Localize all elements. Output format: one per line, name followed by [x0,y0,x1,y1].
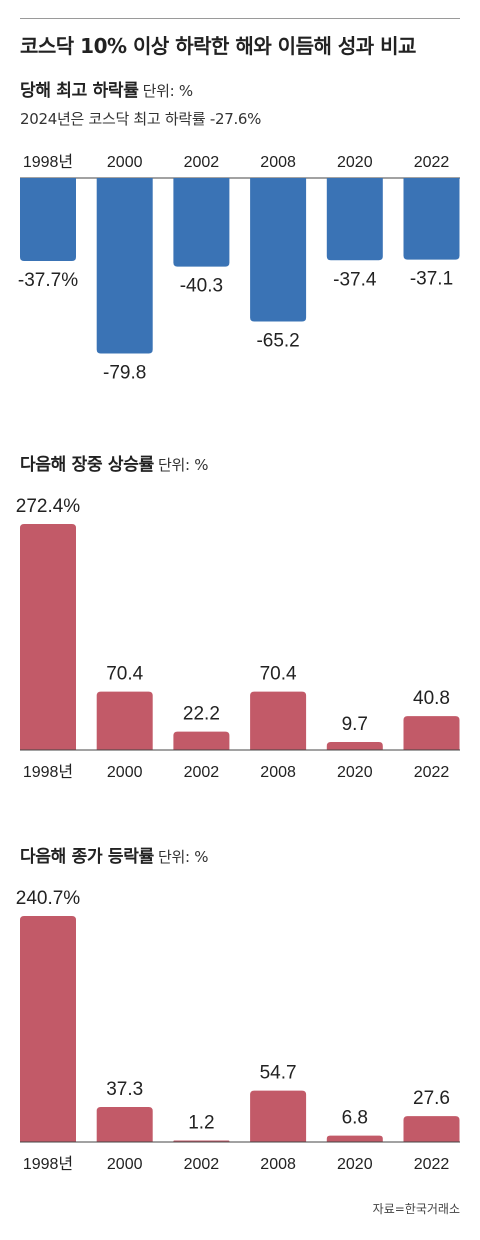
data-label: 22.2 [183,704,220,725]
section-unit-intraday: 단위: % [157,456,209,474]
data-label: -37.4 [333,269,377,290]
x-tick-label: 1998년 [23,153,73,171]
data-label: -65.2 [256,330,299,351]
section-title-decline-text: 당해 최고 하락률 [20,81,139,101]
section-unit-close: 단위: % [157,848,209,866]
bar-gain [20,524,76,750]
x-tick-label: 2002 [184,764,220,781]
top-rule [20,18,460,19]
bar-decline [403,178,460,260]
data-label: 70.4 [106,664,143,685]
x-tick-label: 2008 [260,1156,296,1173]
x-tick-label: 2000 [107,1156,143,1173]
bar-gain [20,916,76,1142]
bar-decline [250,178,307,322]
section-title-decline: 당해 최고 하락률 단위: % [20,76,193,101]
data-label: 6.8 [342,1108,368,1129]
x-tick-label: 2000 [107,764,143,781]
data-label: 54.7 [260,1063,297,1084]
bar-decline [326,178,383,261]
data-label: 70.4 [260,664,297,685]
x-tick-label: 2008 [260,154,296,171]
x-tick-label: 2002 [184,1156,220,1173]
bar-gain [173,731,230,750]
section-title-close-text: 다음해 종가 등락률 [20,847,154,867]
bar-gain [326,1135,383,1142]
data-label: 9.7 [342,714,368,735]
section-title-close: 다음해 종가 등락률 단위: % [20,842,208,867]
x-tick-label: 2000 [107,154,143,171]
bar-gain [96,691,153,750]
data-label: 1.2 [188,1113,214,1134]
bar-decline [173,178,230,267]
bar-decline [20,178,76,261]
x-tick-label: 1998년 [23,1155,73,1173]
x-tick-label: 2020 [337,154,373,171]
x-tick-label: 2022 [414,154,450,171]
section-unit-decline: 단위: % [142,82,193,100]
bar-gain [403,1116,460,1142]
bar-decline [96,178,153,354]
data-label: -40.3 [180,276,223,297]
bar-gain [250,691,307,750]
x-tick-label: 2020 [337,764,373,781]
x-tick-label: 2020 [337,1156,373,1173]
bar-gain [326,741,383,750]
source-note: 자료=한국거래소 [372,1202,460,1216]
x-tick-label: 2022 [414,764,450,781]
bar-gain [250,1090,307,1142]
bar-gain [96,1106,153,1142]
chart-intraday-gain: 272.4% 1998년 70.4 2000 22.2 2002 70.4 2008 9.7 20… [16,496,460,781]
data-label: -79.8 [103,363,146,384]
page-title: 코스닥 10% 이상 하락한 해와 이듬해 성과 비교 [20,34,416,58]
data-label: 27.6 [413,1088,450,1109]
x-tick-label: 2008 [260,764,296,781]
chart-close-change: 240.7% 1998년 37.3 2000 1.2 2002 54.7 2008 6.8 202… [16,888,460,1173]
chart-decline: 1998년 -37.7% 2000 -79.8 2002 -40.3 2008 -65.2 20… [18,153,460,384]
data-label: 37.3 [106,1079,143,1100]
bar-gain [403,716,460,750]
decline-note: 2024년은 코스닥 최고 하락률 -27.6% [20,110,262,128]
x-tick-label: 2002 [184,154,220,171]
data-label: 40.8 [413,688,450,709]
data-label: -37.1 [410,269,453,290]
data-label: -37.7% [18,270,78,291]
data-label: 272.4% [16,496,81,517]
section-title-intraday: 다음해 장중 상승률 단위: % [20,450,208,475]
data-label: 240.7% [16,888,81,909]
section-title-intraday-text: 다음해 장중 상승률 [20,455,154,475]
x-tick-label: 1998년 [23,763,73,781]
x-tick-label: 2022 [414,1156,450,1173]
